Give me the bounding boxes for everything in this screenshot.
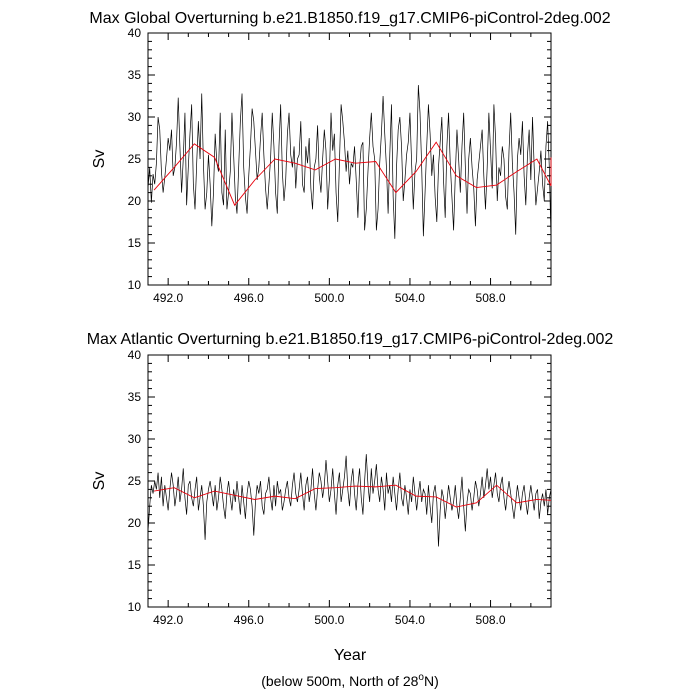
atlantic-x-tick-label: 508.0 bbox=[476, 613, 506, 627]
global-ticks bbox=[147, 32, 552, 286]
atlantic-y-axis-label: Sv bbox=[91, 472, 108, 491]
region-footnote: (below 500m, North of 28oN) bbox=[261, 672, 439, 689]
footnote-prefix: (below 500m, North of 28 bbox=[261, 673, 418, 689]
global-annual-mean-line bbox=[153, 141, 552, 207]
atlantic-x-tick-label: 500.0 bbox=[314, 613, 344, 627]
atlantic-monthly-line bbox=[147, 454, 552, 547]
global-x-tick-label: 492.0 bbox=[153, 291, 183, 305]
atlantic-x-tick-label: 496.0 bbox=[234, 613, 264, 627]
atlantic-overturning-title: Max Atlantic Overturning b.e21.B1850.f19… bbox=[87, 331, 614, 348]
atlantic-y-tick-label: 30 bbox=[128, 432, 142, 446]
atlantic-y-tick-label: 20 bbox=[128, 516, 142, 530]
global-overturning-panel: Max Global Overturning b.e21.B1850.f19_g… bbox=[89, 10, 610, 305]
global-y-tick-label: 30 bbox=[128, 110, 142, 124]
global-x-tick-label: 504.0 bbox=[395, 291, 425, 305]
atlantic-tick-labels: 10 15 20 25 30 35 40 492.0 496.0 500.0 504.0 508.0 bbox=[128, 348, 506, 627]
global-x-tick-label: 496.0 bbox=[234, 291, 264, 305]
global-y-axis-label: Sv bbox=[91, 150, 108, 169]
global-series bbox=[147, 85, 552, 239]
global-y-tick-label: 15 bbox=[128, 236, 142, 250]
atlantic-y-tick-label: 15 bbox=[128, 558, 142, 572]
global-y-tick-label: 20 bbox=[128, 194, 142, 208]
atlantic-x-axis-label: Year bbox=[334, 647, 367, 664]
atlantic-y-tick-label: 10 bbox=[128, 600, 142, 614]
global-y-tick-label: 10 bbox=[128, 278, 142, 292]
atlantic-annual-mean-line bbox=[153, 484, 552, 508]
global-y-tick-label: 25 bbox=[128, 152, 142, 166]
atlantic-y-tick-label: 25 bbox=[128, 474, 142, 488]
footnote-degree: o bbox=[418, 672, 424, 683]
footnote-suffix: N) bbox=[424, 673, 439, 689]
atlantic-overturning-panel: Max Atlantic Overturning b.e21.B1850.f19… bbox=[87, 331, 614, 664]
atlantic-y-tick-label: 35 bbox=[128, 390, 142, 404]
global-monthly-line bbox=[147, 85, 552, 239]
global-x-tick-label: 508.0 bbox=[476, 291, 506, 305]
global-y-tick-label: 35 bbox=[128, 68, 142, 82]
global-tick-labels: 10 15 20 25 30 35 40 492.0 496.0 500.0 504.0 508.0 bbox=[128, 26, 506, 305]
atlantic-series bbox=[147, 454, 552, 547]
atlantic-x-tick-label: 504.0 bbox=[395, 613, 425, 627]
global-overturning-title: Max Global Overturning b.e21.B1850.f19_g… bbox=[89, 10, 610, 27]
atlantic-x-tick-label: 492.0 bbox=[153, 613, 183, 627]
global-y-tick-label: 40 bbox=[128, 26, 142, 40]
atlantic-ticks bbox=[147, 354, 552, 608]
atlantic-y-tick-label: 40 bbox=[128, 348, 142, 362]
global-x-tick-label: 500.0 bbox=[314, 291, 344, 305]
